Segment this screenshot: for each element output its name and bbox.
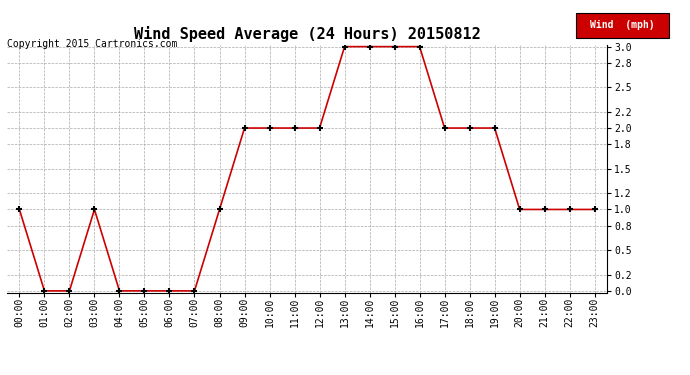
Title: Wind Speed Average (24 Hours) 20150812: Wind Speed Average (24 Hours) 20150812 [134,27,480,42]
Text: Copyright 2015 Cartronics.com: Copyright 2015 Cartronics.com [7,39,177,50]
Text: Wind  (mph): Wind (mph) [591,20,655,30]
